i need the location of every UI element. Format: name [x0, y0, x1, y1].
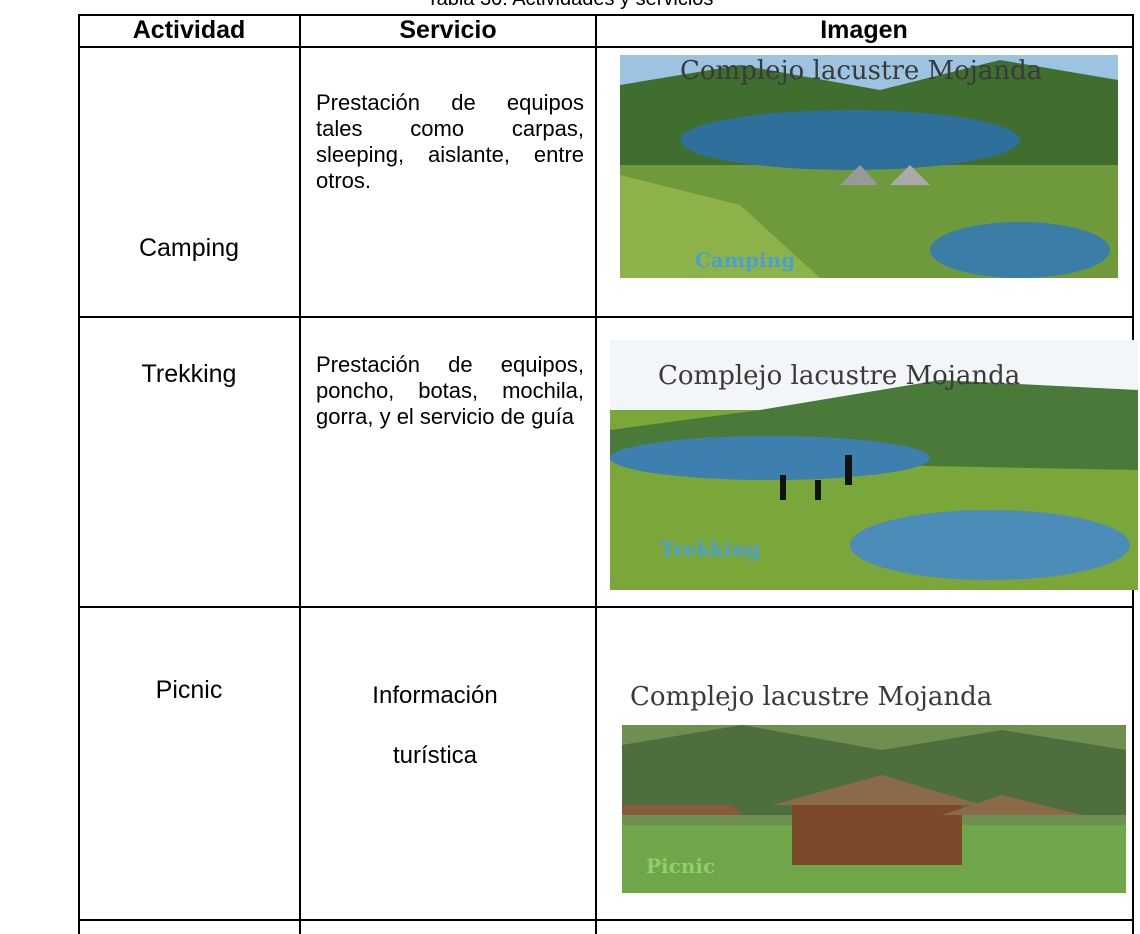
image-label: Trekking	[660, 537, 761, 561]
header-cell: Servicio	[399, 16, 497, 44]
picnic-image: Complejo lacustre Mojanda Picnic	[622, 655, 1126, 893]
camping-image: Complejo lacustre Mojanda Camping	[620, 55, 1118, 278]
service: Prestación de equipos tales como carpas,…	[316, 90, 584, 193]
activity: Trekking	[141, 360, 237, 388]
border	[78, 46, 1134, 48]
image-title: Complejo lacustre Mojanda	[630, 682, 992, 712]
image-label: Camping	[695, 248, 795, 272]
service: Prestación de equipos, poncho, botas, mo…	[316, 352, 584, 429]
border	[78, 316, 1134, 318]
border	[595, 14, 597, 934]
image-label: Picnic	[646, 854, 715, 878]
border	[78, 14, 1134, 16]
border	[78, 919, 1134, 921]
border	[78, 606, 1134, 608]
image-title: Complejo lacustre Mojanda	[680, 56, 1042, 86]
image-title: Complejo lacustre Mojanda	[658, 361, 1020, 391]
activity: Picnic	[155, 676, 223, 704]
border	[78, 14, 80, 934]
caption: Tabla 30: Actividades y servicios	[0, 0, 1140, 11]
border	[299, 14, 301, 934]
service: Información turística	[372, 682, 498, 769]
header-cell: Imagen	[820, 16, 908, 44]
activity: Camping	[138, 234, 240, 262]
trekking-image: Complejo lacustre Mojanda Trekking	[610, 340, 1138, 590]
header-cell: Actividad	[132, 16, 246, 44]
